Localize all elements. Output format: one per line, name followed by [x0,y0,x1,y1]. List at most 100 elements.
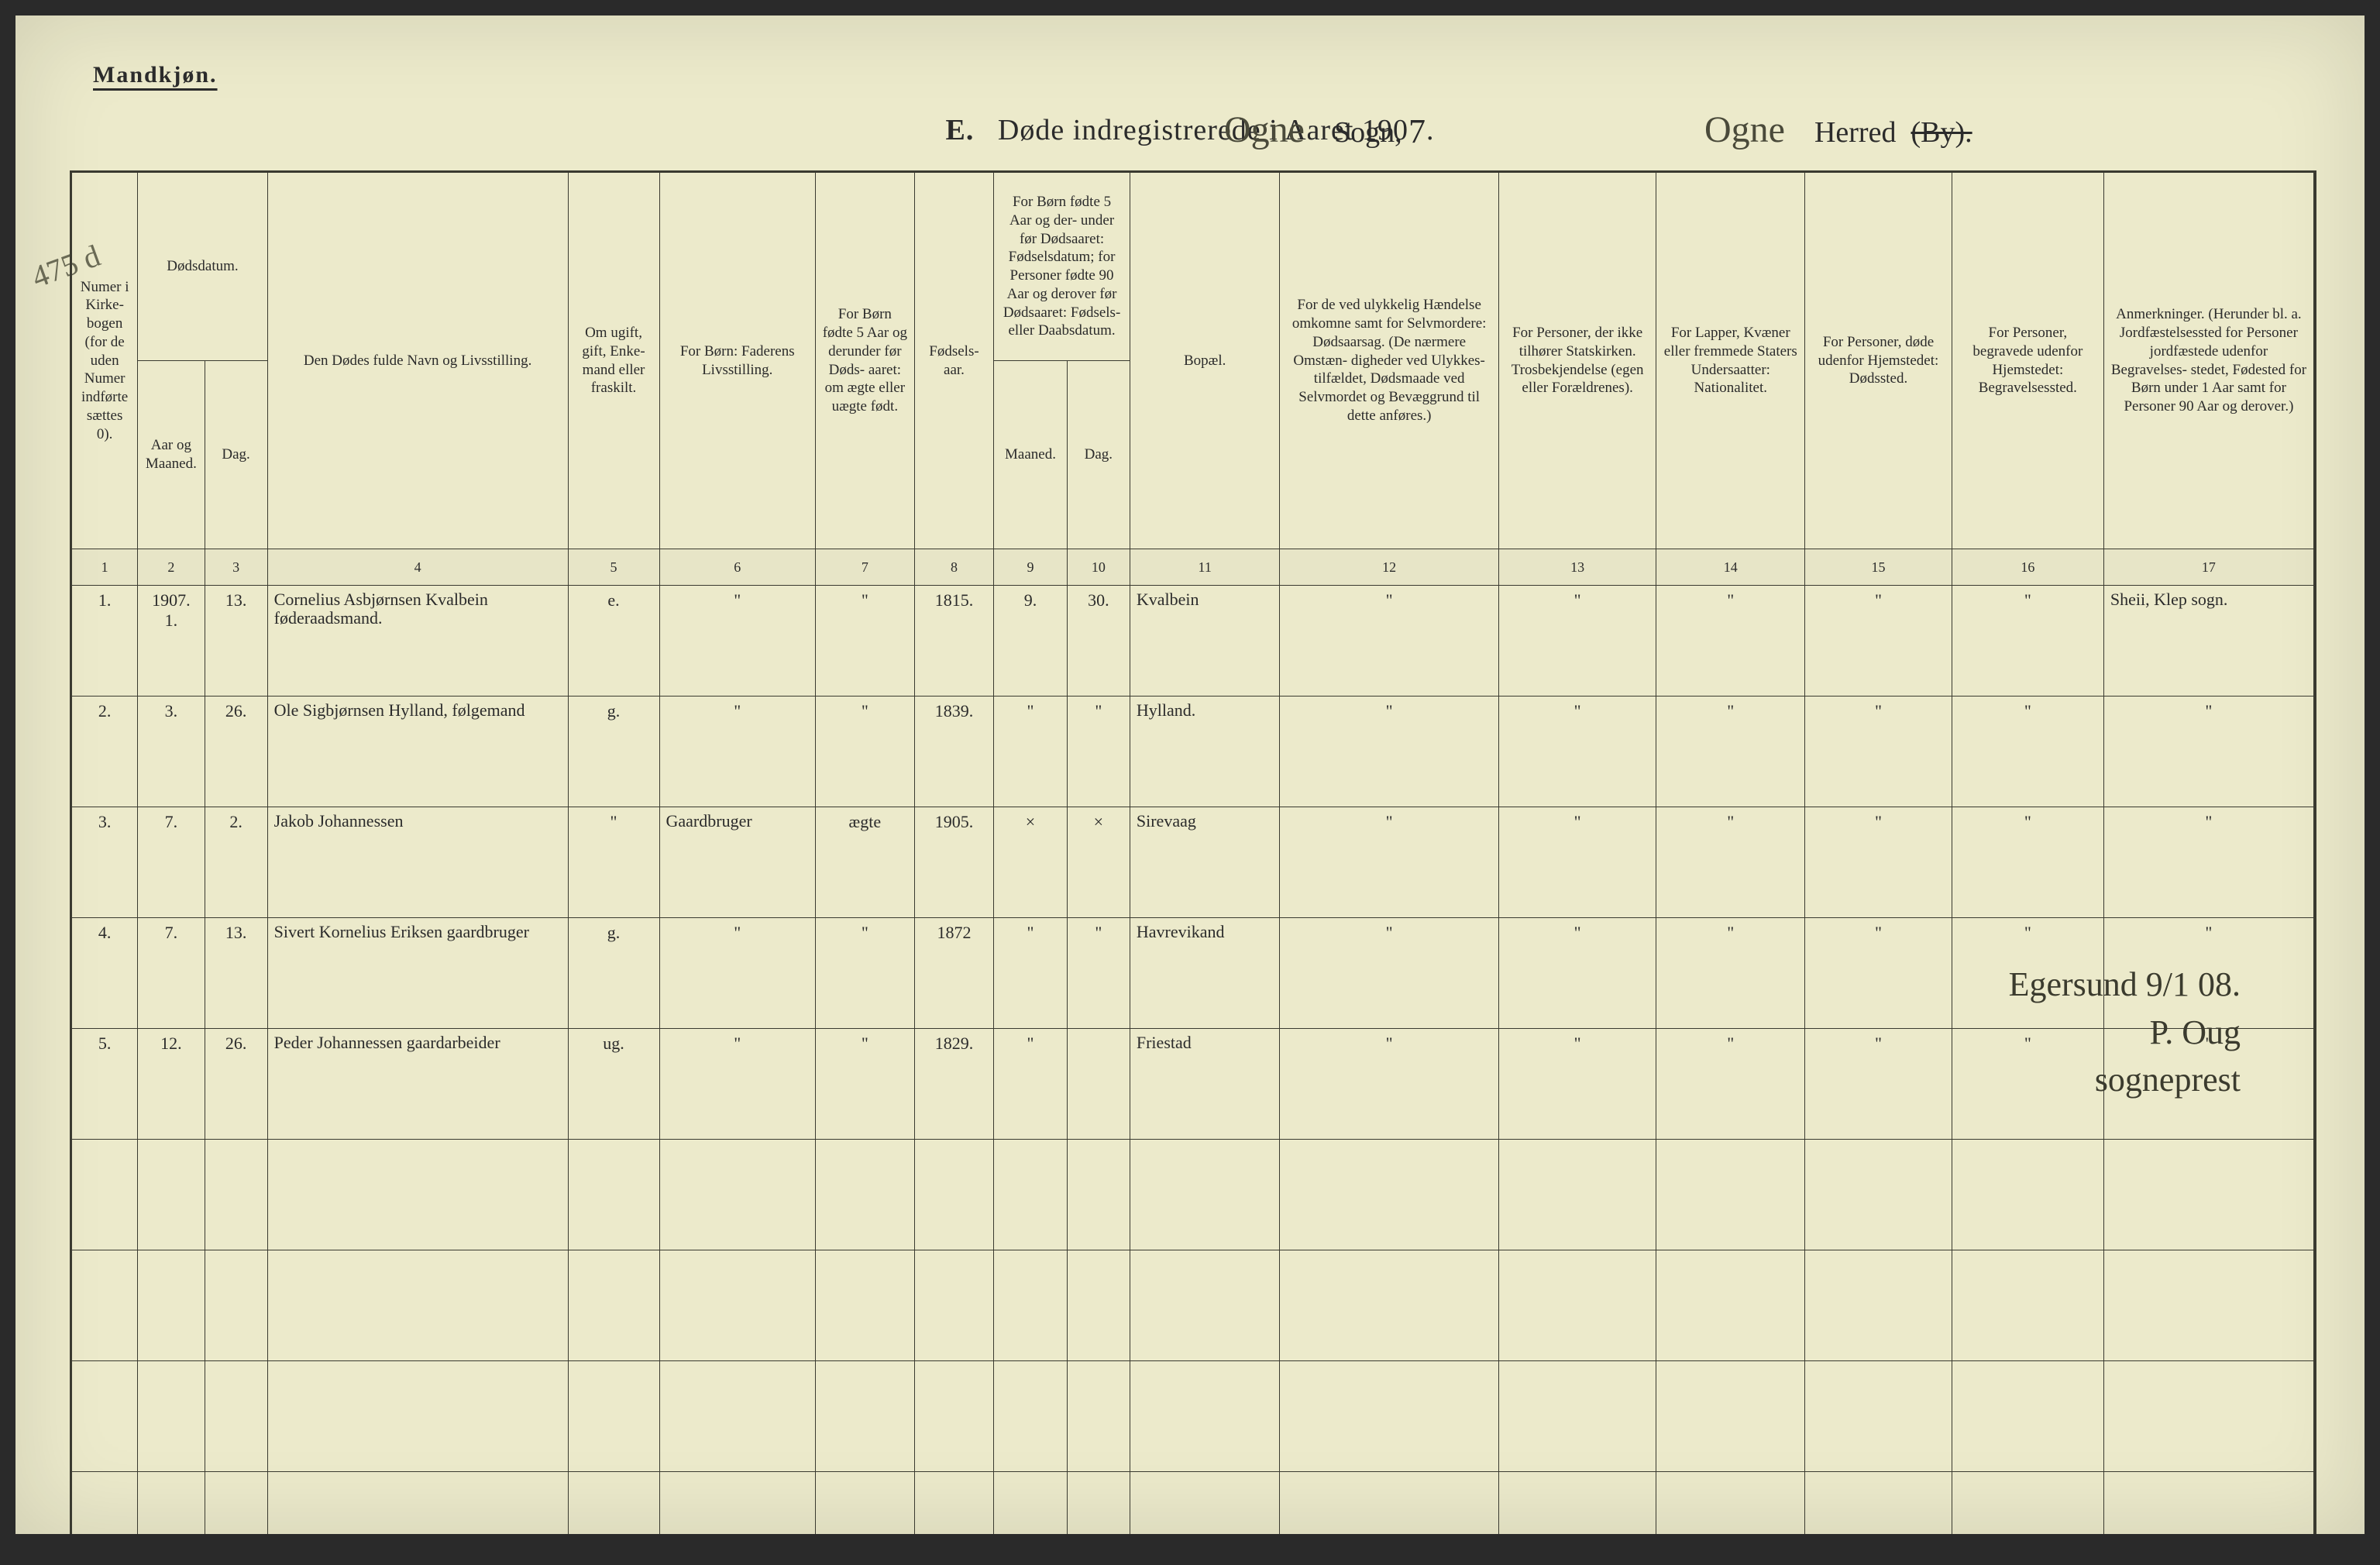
column-number-row: 1 2 3 4 5 6 7 8 9 10 11 12 13 14 15 16 1… [72,549,2314,586]
signature-block: Egersund 9/1 08. P. Oug sogneprest [2009,961,2241,1104]
cell-remarks: " [2104,807,2314,918]
colnum-1: 1 [72,549,138,586]
col-header-16: For Personer, begravede udenfor Hjemsted… [1952,173,2104,549]
sogn-handwritten: Ogne [1224,109,1305,150]
colnum-3: 3 [205,549,268,586]
cell-c15: " [1805,807,1952,918]
cell-c16: " [1952,697,2104,807]
col-header-8: Fødsels- aar. [915,173,995,549]
col-header-11: Bopæl. [1130,173,1281,549]
colnum-9: 9 [994,549,1068,586]
cell-month: 7. [138,807,205,918]
colnum-5: 5 [569,549,660,586]
cell-c7: " [816,586,915,697]
cell-c10 [1068,1029,1130,1140]
cell-residence: Sirevaag [1130,807,1281,918]
sogn-label: Sogn, [1334,116,1402,149]
title-period: . [1426,114,1435,146]
cell-c10: " [1068,918,1130,1029]
cell-c12: " [1280,586,1498,697]
cell-num: 1. [72,586,138,697]
cell-c13: " [1499,807,1657,918]
year-header-hand: 1907. [144,590,198,611]
col-header-4: Den Dødes fulde Navn og Livsstilling. [268,173,569,549]
cell-residence: Hylland. [1130,697,1281,807]
title-prefix: E. [946,114,975,146]
cell-month: 12. [138,1029,205,1140]
cell-c13: " [1499,697,1657,807]
cell-num: 4. [72,918,138,1029]
colnum-8: 8 [915,549,995,586]
title-year-handwritten: 7 [1408,112,1426,151]
table-header: Numer i Kirke- bogen (for de uden Numer … [72,173,2314,586]
cell-c9: " [994,697,1068,807]
cell-c14: " [1656,807,1805,918]
cell-c14: " [1656,697,1805,807]
cell-c16: " [1952,807,2104,918]
cell-c12: " [1280,1029,1498,1140]
herred-by-struck: (By). [1911,116,1972,149]
colnum-17: 17 [2104,549,2314,586]
col-header-1: Numer i Kirke- bogen (for de uden Numer … [72,173,138,549]
col-header-3: Dag. [205,361,268,549]
gender-label: Mandkjøn. [93,62,218,88]
sogn-block: Ogne Sogn, [1224,108,1402,151]
cell-civil: g. [569,918,660,1029]
cell-day: 26. [205,697,268,807]
cell-c10: × [1068,807,1130,918]
cell-c12: " [1280,918,1498,1029]
colnum-13: 13 [1499,549,1657,586]
table-row-blank [72,1472,2314,1534]
colnum-2: 2 [138,549,205,586]
cell-c10: 30. [1068,586,1130,697]
cell-num: 5. [72,1029,138,1140]
cell-residence: Havrevikand [1130,918,1281,1029]
cell-c15: " [1805,1029,1952,1140]
table-row-blank [72,1140,2314,1250]
cell-c14: " [1656,918,1805,1029]
cell-c7: ægte [816,807,915,918]
col-header-7: For Børn fødte 5 Aar og derunder før Død… [816,173,915,549]
signature-name: P. Oug [2009,1009,2241,1057]
cell-c6: " [660,1029,816,1140]
colnum-6: 6 [660,549,816,586]
colnum-7: 7 [816,549,915,586]
cell-c13: " [1499,586,1657,697]
cell-c15: " [1805,918,1952,1029]
colnum-16: 16 [1952,549,2104,586]
cell-name: Cornelius Asbjørnsen Kvalbein føderaadsm… [268,586,569,697]
cell-c6: " [660,918,816,1029]
col-header-17: Anmerkninger. (Herunder bl. a. Jordfæste… [2104,173,2314,549]
cell-month: 1907. 1. [138,586,205,697]
col-header-14: For Lapper, Kvæner eller fremmede Stater… [1656,173,1805,549]
cell-name: Ole Sigbjørnsen Hylland, følgemand [268,697,569,807]
signature-place-date: Egersund 9/1 08. [2009,961,2241,1009]
col-header-13: For Personer, der ikke tilhører Statskir… [1499,173,1657,549]
herred-handwritten: Ogne [1704,109,1785,150]
cell-c14: " [1656,586,1805,697]
page-title: E. Døde indregistrerede i Aaret 1907. [15,108,2365,148]
cell-c13: " [1499,918,1657,1029]
cell-civil: " [569,807,660,918]
cell-day: 13. [205,586,268,697]
cell-month: 3. [138,697,205,807]
cell-c15: " [1805,586,1952,697]
table-row: 1. 1907. 1. 13. Cornelius Asbjørnsen Kva… [72,586,2314,697]
colnum-15: 15 [1805,549,1952,586]
table-row: 5. 12. 26. Peder Johannessen gaardarbeid… [72,1029,2314,1140]
death-register-table: Numer i Kirke- bogen (for de uden Numer … [70,170,2316,1534]
cell-remarks: " [2104,697,2314,807]
cell-birthyear: 1872 [915,918,995,1029]
cell-c12: " [1280,807,1498,918]
col-header-6: For Børn: Faderens Livsstilling. [660,173,816,549]
table-row: 2. 3. 26. Ole Sigbjørnsen Hylland, følge… [72,697,2314,807]
table-row: 4. 7. 13. Sivert Kornelius Eriksen gaard… [72,918,2314,1029]
col-header-2-3-top: Dødsdatum. [138,173,267,361]
col-header-15: For Personer, døde udenfor Hjemstedet: D… [1805,173,1952,549]
col-header-9: Maaned. [994,361,1068,549]
colnum-4: 4 [268,549,569,586]
cell-c10: " [1068,697,1130,807]
cell-c7: " [816,697,915,807]
cell-c6: " [660,586,816,697]
cell-day: 2. [205,807,268,918]
